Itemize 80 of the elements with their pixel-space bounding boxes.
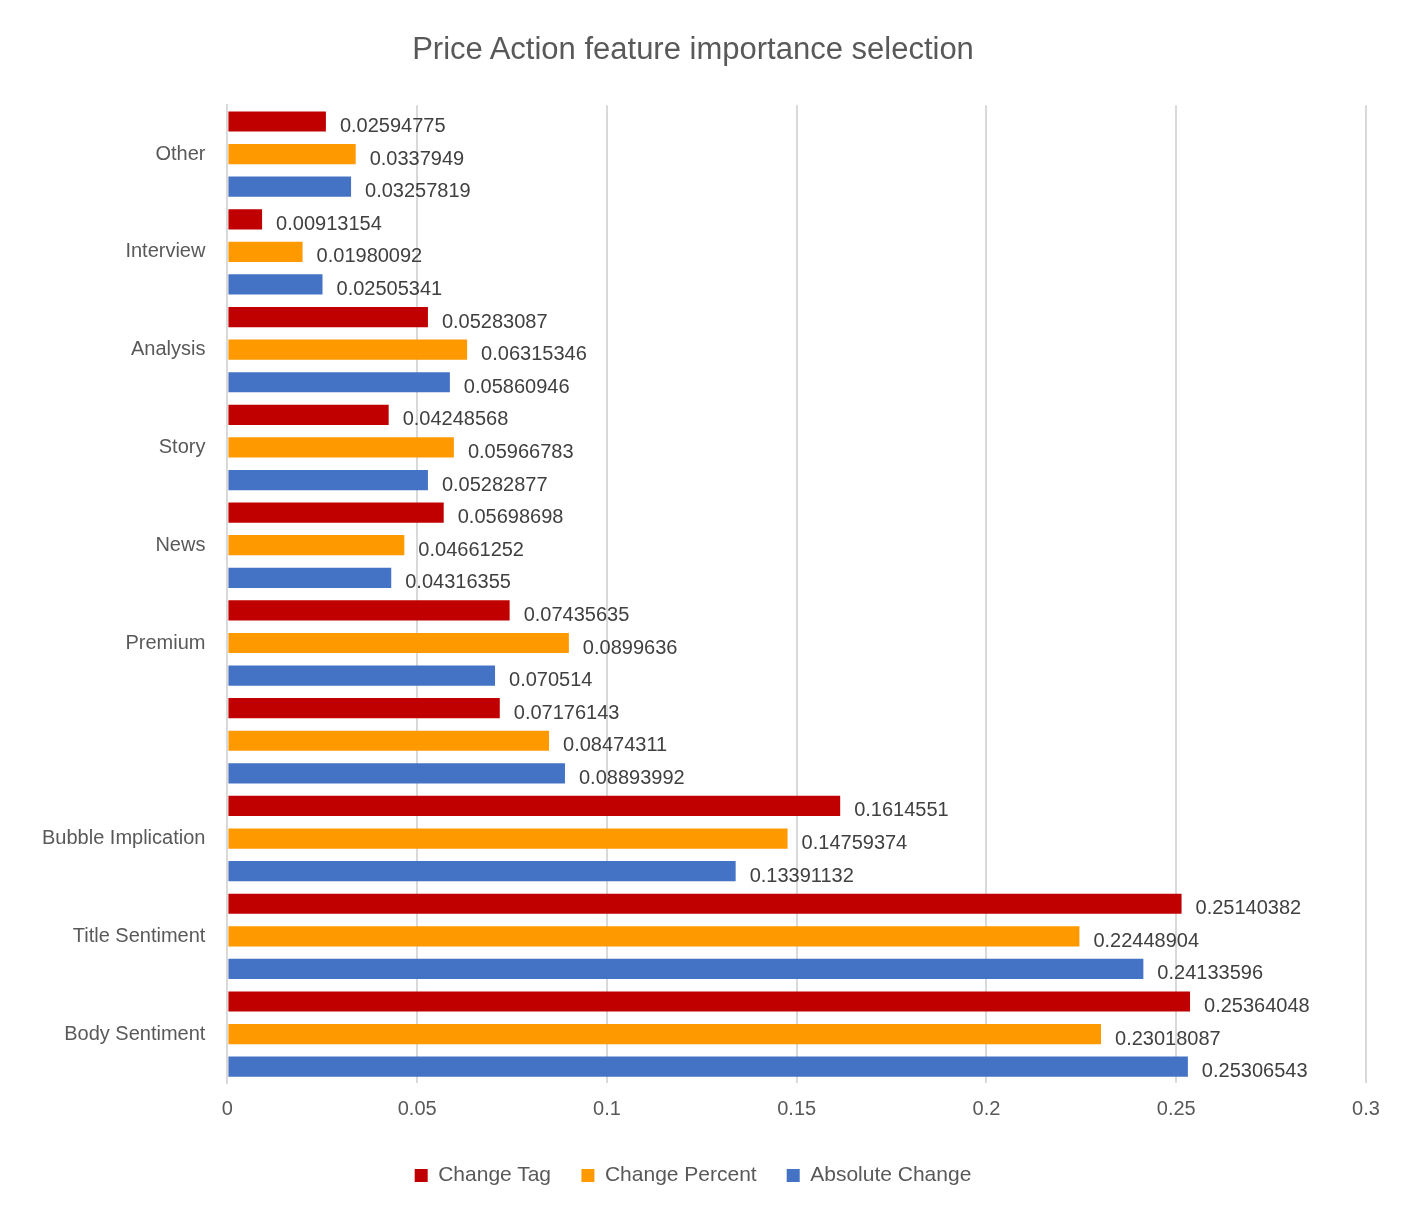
legend-label: Absolute Change	[810, 1162, 972, 1186]
bar	[228, 730, 550, 751]
bar	[228, 893, 1182, 914]
x-tick-label: 0.15	[777, 1096, 817, 1119]
x-tick-label: 0.3	[1352, 1096, 1380, 1119]
data-label: 0.02594775	[339, 114, 446, 137]
bar	[228, 958, 1144, 980]
data-label: 0.08474311	[563, 733, 668, 756]
x-tick-label: 0.25	[1156, 1096, 1196, 1119]
data-label: 0.25140382	[1195, 896, 1302, 919]
bar	[228, 437, 454, 458]
x-tick-label: 0	[221, 1096, 233, 1119]
bar	[228, 502, 444, 523]
bar	[228, 241, 303, 262]
data-label: 0.23018087	[1115, 1026, 1221, 1049]
bar	[228, 404, 389, 425]
bar	[228, 763, 565, 784]
data-label: 0.04248568	[402, 407, 509, 430]
data-label: 0.14759374	[801, 831, 908, 854]
data-label: 0.25306543	[1201, 1059, 1308, 1082]
bar	[228, 1024, 1102, 1045]
x-tick-label: 0.05	[397, 1096, 437, 1119]
data-label: 0.13391132	[749, 863, 854, 886]
data-label: 0.0337949	[369, 146, 465, 169]
bar	[228, 926, 1080, 947]
bar	[228, 372, 450, 393]
bar	[228, 828, 788, 849]
bar	[228, 665, 496, 686]
bar	[228, 143, 356, 165]
bar	[228, 111, 326, 132]
y-tick-label: Title Sentiment	[72, 923, 206, 946]
legend-label: Change Percent	[604, 1162, 757, 1186]
data-label: 0.06315346	[481, 342, 587, 365]
data-label: 0.02505341	[336, 276, 443, 299]
data-label: 0.00913154	[276, 211, 382, 234]
bar	[228, 795, 841, 817]
data-label: 0.08893992	[578, 765, 685, 788]
data-label: 0.01980092	[316, 244, 423, 267]
bar	[228, 1056, 1188, 1077]
bar	[228, 600, 510, 621]
y-tick-label: Interview	[125, 239, 206, 262]
y-tick-label: Premium	[125, 630, 206, 653]
bar	[228, 469, 428, 491]
bar	[228, 991, 1191, 1012]
data-label: 0.07435635	[523, 602, 630, 625]
y-tick-label: Analysis	[130, 337, 206, 360]
legend-label: Change Tag	[438, 1162, 552, 1186]
chart-title: Price Action feature importance selection	[412, 31, 974, 67]
bar	[228, 176, 352, 197]
x-tick-label: 0.2	[972, 1096, 1001, 1119]
data-label: 0.05283087	[441, 309, 548, 332]
data-label: 0.05282877	[441, 472, 548, 495]
bar	[228, 209, 263, 230]
data-label: 0.04661252	[418, 537, 525, 560]
data-label: 0.05966783	[467, 439, 574, 462]
data-label: 0.05860946	[463, 374, 570, 397]
bar	[228, 274, 323, 295]
data-label: 0.22448904	[1093, 928, 1200, 951]
bar	[228, 632, 569, 654]
data-label: 0.070514	[509, 668, 593, 691]
data-label: 0.05698698	[457, 505, 564, 528]
data-label: 0.0899636	[582, 635, 678, 658]
bar	[228, 339, 468, 360]
bar	[228, 535, 405, 556]
bar	[228, 698, 500, 719]
bar	[228, 861, 736, 882]
y-tick-label: Bubble Implication	[41, 826, 206, 849]
x-tick-label: 0.1	[593, 1096, 621, 1119]
y-tick-label: News	[155, 532, 206, 555]
bar	[228, 567, 392, 588]
bar	[228, 306, 428, 328]
y-tick-label: Story	[158, 434, 206, 457]
data-label: 0.1614551	[854, 798, 949, 821]
data-label: 0.03257819	[365, 179, 471, 202]
data-label: 0.04316355	[405, 570, 511, 593]
data-label: 0.25364048	[1204, 994, 1310, 1017]
data-label: 0.07176143	[513, 700, 620, 723]
y-tick-label: Other	[155, 141, 206, 164]
data-label: 0.24133596	[1157, 961, 1264, 984]
y-tick-label: Body Sentiment	[64, 1021, 206, 1044]
